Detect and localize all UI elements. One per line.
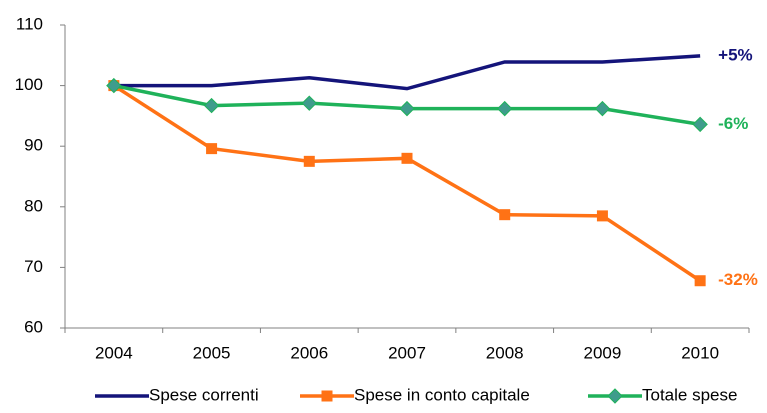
x-tick-label: 2005 [193, 343, 231, 362]
point [106, 77, 122, 94]
x-tick-label: 2007 [388, 343, 426, 362]
y-tick-label: 80 [24, 196, 43, 215]
legend-label: Spese correnti [149, 385, 259, 404]
series-line [113, 54, 701, 91]
legend-marker [607, 388, 623, 404]
y-tick-label: 60 [24, 317, 43, 336]
x-tick-label: 2010 [681, 343, 719, 362]
y-tick-label: 110 [16, 14, 43, 33]
point [694, 275, 706, 287]
legend-label: Totale spese [642, 385, 737, 404]
point [303, 155, 315, 167]
end-label: +5% [718, 45, 753, 64]
point [594, 100, 611, 117]
legend-marker [321, 390, 333, 402]
point [596, 210, 608, 222]
y-tick-label: 70 [24, 257, 43, 276]
x-tick-label: 2006 [290, 343, 328, 362]
y-tick-label: 100 [15, 75, 43, 94]
point [692, 116, 708, 133]
point [497, 100, 513, 117]
end-label: -32% [718, 270, 758, 289]
point [401, 152, 413, 164]
x-tick-label: 2004 [95, 343, 133, 362]
point [301, 95, 317, 111]
point [206, 143, 218, 155]
x-tick-label: 2009 [584, 343, 622, 362]
point [499, 209, 511, 221]
y-tick-label: 90 [24, 136, 43, 155]
legend-label: Spese in conto capitale [354, 385, 530, 404]
point [203, 97, 220, 114]
point [399, 100, 415, 117]
x-tick-label: 2008 [486, 343, 524, 362]
end-label: -6% [718, 114, 748, 133]
